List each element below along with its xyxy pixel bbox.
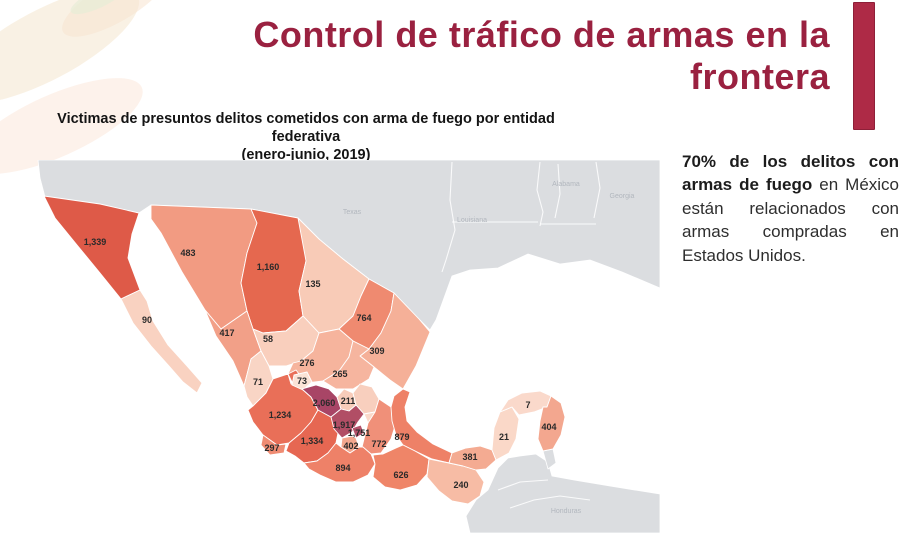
state-value-label: 772	[371, 439, 386, 449]
title-line-2: frontera	[689, 56, 830, 98]
state-colima	[260, 434, 287, 456]
basemap-state-border	[441, 161, 456, 273]
state-value-label: 626	[393, 470, 408, 480]
state-value-label: 764	[356, 313, 371, 323]
basemap-label-alabama: Alabama	[552, 181, 580, 188]
state-puebla	[361, 398, 397, 455]
slide-title: Control de tráfico de armas en la fronte…	[110, 14, 830, 99]
state-value-label: 894	[335, 463, 350, 473]
state-value-label: 265	[332, 369, 347, 379]
state-value-label: 7	[525, 400, 530, 410]
basemap-central-america	[465, 453, 661, 533]
state-value-label: 309	[369, 346, 384, 356]
state-value-label: 58	[263, 334, 273, 344]
mexico-choropleth-map: 1,339 483 1,160 90 417 58 135 764 309 27…	[37, 159, 661, 533]
state-value-label: 211	[341, 396, 356, 406]
basemap-label-louisiana: Louisiana	[457, 217, 487, 224]
basemap-country-border	[509, 495, 591, 509]
state-value-label: 483	[180, 248, 195, 258]
state-quintana-roo	[537, 395, 566, 452]
state-value-label: 90	[142, 315, 152, 325]
state-value-label: 1,751	[348, 428, 371, 438]
title-line-1: Control de tráfico de armas en la	[253, 14, 830, 55]
state-value-label: 1,160	[257, 262, 280, 272]
state-value-label: 404	[541, 422, 556, 432]
state-value-label: 71	[253, 377, 263, 387]
state-value-label: 2,060	[313, 398, 336, 408]
map-subtitle: Victimas de presuntos delitos cometidos …	[0, 110, 612, 164]
basemap-state-border	[554, 163, 561, 219]
subtitle-line-3: (enero-junio, 2019)	[241, 147, 371, 164]
subtitle-line-2: federativa	[271, 129, 341, 146]
state-tamaulipas	[359, 292, 431, 390]
state-sonora	[150, 204, 258, 330]
state-value-label: 1,234	[269, 410, 292, 420]
state-estado-de-mexico	[330, 404, 365, 439]
state-value-label: 276	[299, 358, 314, 368]
state-value-label: 402	[343, 441, 358, 451]
state-value-label: 240	[453, 480, 468, 490]
state-baja-california-sur	[120, 289, 203, 394]
basemap-label-texas: Texas	[343, 209, 362, 216]
state-value-label: 1,917	[333, 420, 356, 430]
state-tabasco	[448, 445, 497, 471]
callout-lead: 70% de los delitos con armas de fuego	[682, 152, 899, 195]
state-baja-california	[43, 195, 141, 300]
state-aguascalientes	[291, 371, 313, 391]
map-container: 1,339 483 1,160 90 417 58 135 764 309 27…	[0, 159, 661, 533]
basemap-state-border	[593, 161, 601, 219]
basemap-label-georgia: Georgia	[610, 193, 635, 200]
state-campeche	[491, 406, 520, 461]
state-value-label: 21	[499, 432, 509, 442]
state-san-luis-potosi	[322, 340, 375, 390]
state-value-label: 879	[394, 432, 409, 442]
state-value-label: 297	[264, 443, 279, 453]
state-ciudad-de-mexico	[351, 424, 365, 439]
basemap-country-border	[497, 479, 549, 491]
state-value-label: 135	[305, 279, 320, 289]
state-value-label: 1,334	[301, 436, 324, 446]
basemap-state-border	[536, 161, 544, 227]
callout-text: 70% de los delitos con armas de fuego en…	[682, 150, 899, 267]
state-value-label: 1,339	[84, 237, 107, 247]
state-value-label: 417	[219, 328, 234, 338]
subtitle-line-1: Victimas de presuntos delitos cometidos …	[57, 111, 555, 127]
accent-bar	[853, 2, 875, 130]
state-value-label: 381	[462, 452, 477, 462]
callout-rest: en México están relacionados con armas c…	[682, 175, 900, 265]
state-value-label: 73	[297, 376, 307, 386]
state-guerrero	[303, 442, 376, 483]
basemap-usa	[37, 159, 661, 331]
basemap-label-honduras: Honduras	[551, 508, 582, 515]
